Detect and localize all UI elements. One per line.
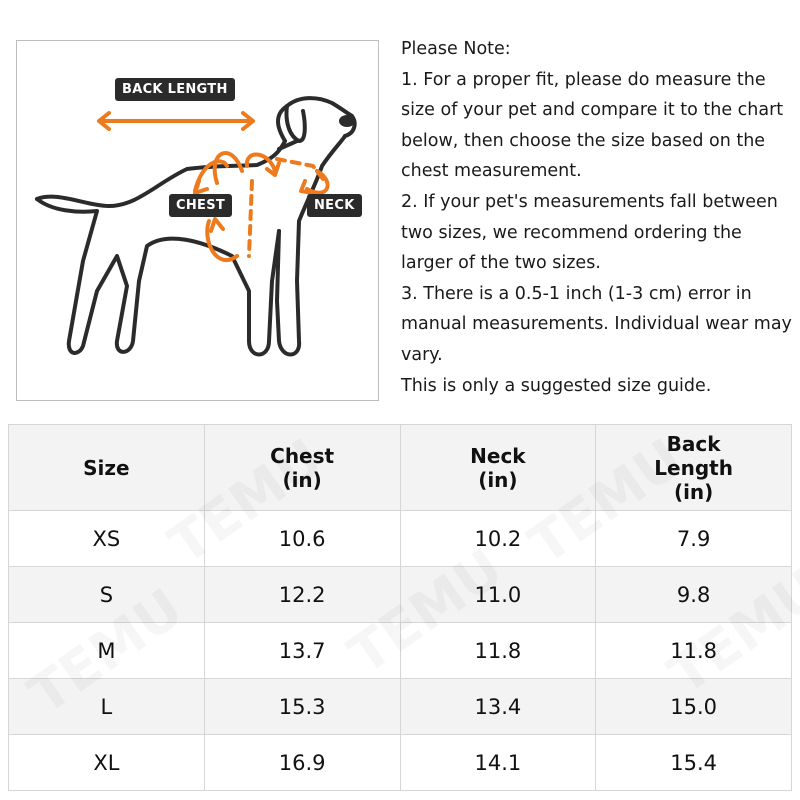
table-header-row: Size Chest (in) Neck (in) Back Length (i…	[8, 424, 792, 511]
table-row: L 15.3 13.4 15.0	[8, 678, 792, 735]
header-chest: Chest (in)	[203, 424, 401, 511]
table-row: M 13.7 11.8 11.8	[8, 622, 792, 679]
cell-size: XL	[8, 734, 205, 791]
size-note: Please Note: 1. For a proper fit, please…	[401, 34, 796, 401]
cell-chest: 10.6	[203, 510, 401, 567]
table-row: XS 10.6 10.2 7.9	[8, 510, 792, 567]
cell-neck: 10.2	[399, 510, 597, 567]
header-back-length: Back Length (in)	[595, 424, 792, 511]
header-size: Size	[8, 424, 205, 511]
chest-label: CHEST	[169, 194, 233, 217]
cell-chest: 13.7	[203, 622, 401, 679]
size-chart-table: Size Chest (in) Neck (in) Back Length (i…	[8, 424, 792, 791]
note-line: This is only a suggested size guide.	[401, 375, 712, 396]
note-line: 3. There is a 0.5-1 inch (1-3 cm) error …	[401, 283, 792, 365]
table-row: S 12.2 11.0 9.8	[8, 566, 792, 623]
note-line: 2. If your pet's measurements fall betwe…	[401, 191, 778, 274]
cell-size: XS	[8, 510, 205, 567]
cell-back-length: 15.0	[595, 678, 792, 735]
cell-neck: 13.4	[399, 678, 597, 735]
note-title: Please Note:	[401, 39, 511, 59]
back-length-label: BACK LENGTH	[115, 78, 235, 101]
cell-size: S	[8, 566, 205, 623]
cell-back-length: 9.8	[595, 566, 792, 623]
back-length-arrow-icon	[97, 111, 255, 131]
cell-chest: 16.9	[203, 734, 401, 791]
cell-neck: 11.8	[399, 622, 597, 679]
dog-measurement-diagram: BACK LENGTH CHEST NECK	[16, 40, 379, 401]
cell-chest: 12.2	[203, 566, 401, 623]
cell-neck: 14.1	[399, 734, 597, 791]
neck-label: NECK	[307, 194, 362, 217]
dog-nose-icon	[339, 115, 355, 127]
cell-back-length: 11.8	[595, 622, 792, 679]
header-neck: Neck (in)	[399, 424, 597, 511]
cell-back-length: 15.4	[595, 734, 792, 791]
cell-neck: 11.0	[399, 566, 597, 623]
dog-outline-illustration	[35, 96, 357, 357]
cell-size: L	[8, 678, 205, 735]
cell-chest: 15.3	[203, 678, 401, 735]
cell-back-length: 7.9	[595, 510, 792, 567]
cell-size: M	[8, 622, 205, 679]
note-line: 1. For a proper fit, please do measure t…	[401, 69, 784, 182]
table-row: XL 16.9 14.1 15.4	[8, 734, 792, 791]
